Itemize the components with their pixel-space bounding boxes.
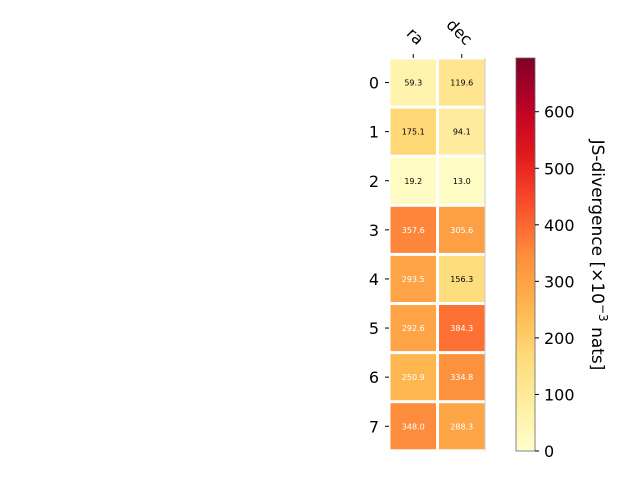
colorbar-tick-label: 100 — [544, 385, 575, 404]
heatmap-cell — [390, 206, 436, 253]
x-tick-label: dec — [443, 15, 477, 49]
y-tick-label: 0 — [369, 74, 379, 93]
cell-value-label: 384.3 — [450, 324, 473, 333]
colorbar-gradient — [515, 57, 536, 452]
heatmap-cell — [439, 157, 485, 204]
heatmap-cell — [390, 157, 436, 204]
cell-value-label: 357.6 — [402, 226, 425, 235]
x-tick-label: ra — [403, 24, 428, 49]
cell-value-label: 94.1 — [453, 128, 471, 137]
heatmap-cell — [439, 108, 485, 155]
y-axis-ticks: 0 1 2 3 4 5 6 7 — [369, 74, 389, 436]
colorbar-label: JS-divergence [×10−3 nats] — [587, 139, 610, 371]
heatmap-cell — [390, 403, 436, 450]
heatmap-cell — [390, 108, 436, 155]
y-tick-label: 4 — [369, 270, 379, 289]
y-tick-label: 6 — [369, 368, 379, 387]
cell-value-label: 119.6 — [450, 79, 473, 88]
cell-value-label: 292.6 — [402, 324, 425, 333]
cell-value-label: 156.3 — [450, 275, 473, 284]
colorbar-tick-label: 600 — [544, 103, 575, 122]
colorbar-tick-label: 300 — [544, 272, 575, 291]
cell-value-label: 334.8 — [450, 373, 473, 382]
heatmap-cell — [390, 59, 436, 106]
cell-value-label: 348.0 — [402, 422, 425, 431]
cell-value-label: 288.3 — [450, 422, 473, 431]
colorbar-label-exponent: −3 — [596, 304, 610, 322]
colorbar-tick-label: 200 — [544, 329, 575, 348]
colorbar-label-suffix: nats] — [587, 322, 607, 371]
cell-value-label: 293.5 — [402, 275, 425, 284]
cell-value-label: 19.2 — [404, 177, 422, 186]
heatmap-cell — [439, 305, 485, 352]
cell-value-label: 305.6 — [450, 226, 473, 235]
y-tick-label: 7 — [369, 417, 379, 436]
colorbar-tick-label: 500 — [544, 159, 575, 178]
cell-value-label: 175.1 — [402, 128, 425, 137]
colorbar-tick-label: 0 — [544, 442, 554, 461]
heatmap-cell — [390, 354, 436, 401]
heatmap-cell — [439, 59, 485, 106]
y-tick-label: 2 — [369, 172, 379, 191]
x-axis-ticks: ra dec — [403, 15, 477, 58]
heatmap-cell — [390, 255, 436, 302]
y-tick-label: 5 — [369, 319, 379, 338]
cell-value-label: 250.9 — [402, 373, 425, 382]
cell-value-label: 59.3 — [404, 79, 422, 88]
cell-value-label: 13.0 — [453, 177, 471, 186]
colorbar-tick-label: 400 — [544, 216, 575, 235]
heatmap-grid: 59.3 119.6 175.1 94.1 19.2 13.0 357.6 305.6 293.… — [390, 58, 486, 451]
y-tick-label: 1 — [369, 123, 379, 142]
heatmap-cell — [439, 354, 485, 401]
heatmap-cell — [390, 305, 436, 352]
heatmap-cell — [439, 403, 485, 450]
colorbar-label-prefix: JS-divergence [×10 — [587, 139, 607, 304]
y-tick-label: 3 — [369, 221, 379, 240]
heatmap-cell — [439, 206, 485, 253]
heatmap-cell — [439, 255, 485, 302]
colorbar: 0 100 200 300 400 500 600 — [515, 57, 575, 461]
